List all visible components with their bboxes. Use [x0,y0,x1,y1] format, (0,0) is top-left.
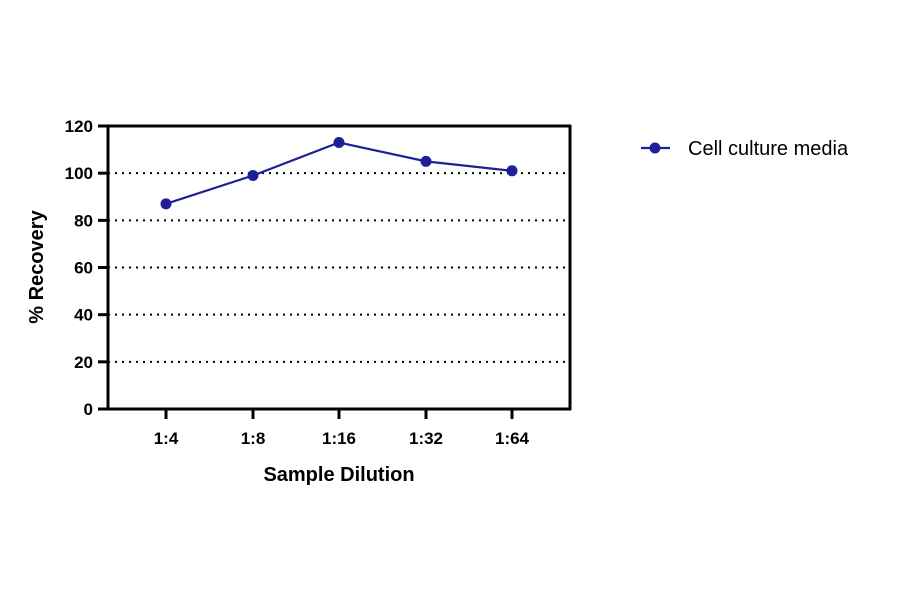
legend-series-marker [649,142,661,154]
y-tick-label: 120 [65,117,93,136]
y-tick-label: 0 [84,400,93,419]
x-tick-label: 1:16 [322,429,356,448]
x-tick-label: 1:32 [409,429,443,448]
data-point [333,137,345,149]
x-tick-label: 1:64 [495,429,530,448]
data-point [247,170,259,182]
y-tick-label: 80 [74,211,93,230]
y-tick-label: 40 [74,306,93,325]
x-tick-label: 1:8 [241,429,266,448]
y-tick-label: 100 [65,164,93,183]
series [160,137,518,210]
y-tick-label: 20 [74,353,93,372]
data-point [160,198,172,210]
legend: Cell culture media [641,138,849,160]
y-tick-label: 60 [74,259,93,278]
legend-series-label: Cell culture media [688,138,849,160]
gridlines [108,172,570,363]
x-tick-label: 1:4 [154,429,179,448]
y-ticks: 0 20 40 60 80 100 120 [65,117,108,419]
x-ticks: 1:4 1:8 1:16 1:32 1:64 [154,409,530,448]
data-point [506,165,518,177]
y-axis-title: % Recovery [26,209,48,323]
x-axis-title: Sample Dilution [263,464,414,486]
data-point [420,155,432,167]
